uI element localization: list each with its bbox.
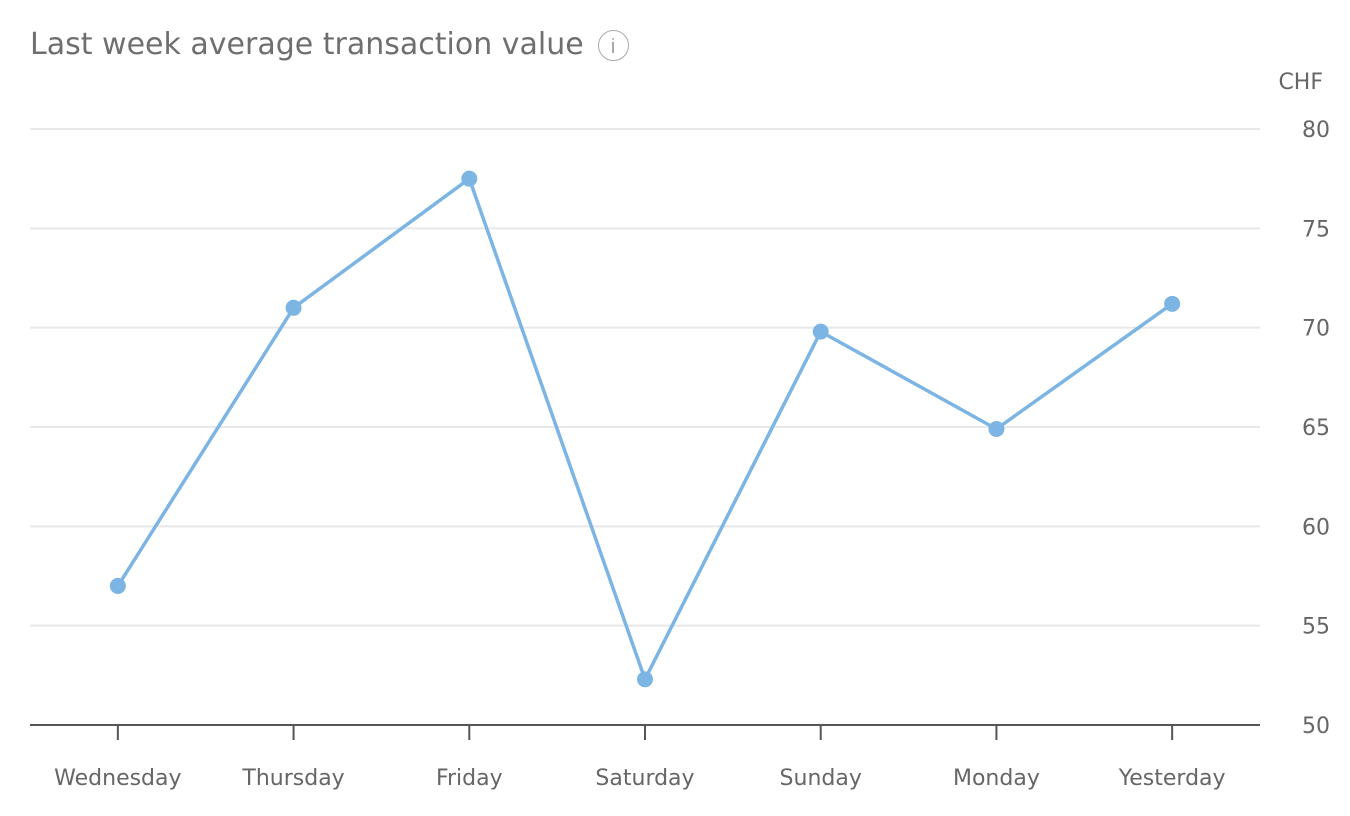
data-point bbox=[109, 577, 126, 594]
x-axis: Wednesday Thursday Friday Saturday Sunday Mon… bbox=[30, 724, 1260, 791]
series bbox=[109, 170, 1181, 688]
x-tick-label: Thursday bbox=[241, 766, 344, 791]
y-tick-label: 50 bbox=[1302, 714, 1330, 739]
chart-title: Last week average transaction value bbox=[30, 27, 584, 62]
x-tick-label: Monday bbox=[953, 766, 1040, 791]
data-point bbox=[461, 170, 478, 187]
y-tick-label: 75 bbox=[1302, 217, 1330, 242]
data-point bbox=[988, 420, 1005, 437]
data-point bbox=[637, 671, 653, 688]
y-tick-label: 80 bbox=[1302, 118, 1330, 143]
chart-title-row: Last week average transaction value bbox=[30, 22, 629, 68]
y-tick-label: 70 bbox=[1302, 317, 1330, 342]
x-tick-label: Sunday bbox=[780, 766, 862, 791]
x-tick-label: Wednesday bbox=[54, 766, 181, 791]
series-line bbox=[116, 176, 1174, 682]
x-tick-label: Saturday bbox=[595, 766, 694, 791]
data-point bbox=[812, 323, 829, 340]
y-tick-label: 55 bbox=[1302, 615, 1330, 640]
data-point bbox=[285, 299, 302, 316]
y-tick-label: 65 bbox=[1302, 416, 1330, 441]
x-tick-label: Friday bbox=[436, 766, 503, 791]
data-point bbox=[1164, 295, 1181, 312]
y-tick-label: 60 bbox=[1302, 515, 1330, 540]
y-axis: 50 55 60 65 70 75 80 bbox=[1302, 118, 1330, 739]
x-tick-label: Yesterday bbox=[1118, 766, 1226, 791]
grid-lines bbox=[30, 128, 1260, 627]
info-icon[interactable] bbox=[597, 29, 629, 61]
y-unit-label: CHF bbox=[1278, 70, 1323, 95]
